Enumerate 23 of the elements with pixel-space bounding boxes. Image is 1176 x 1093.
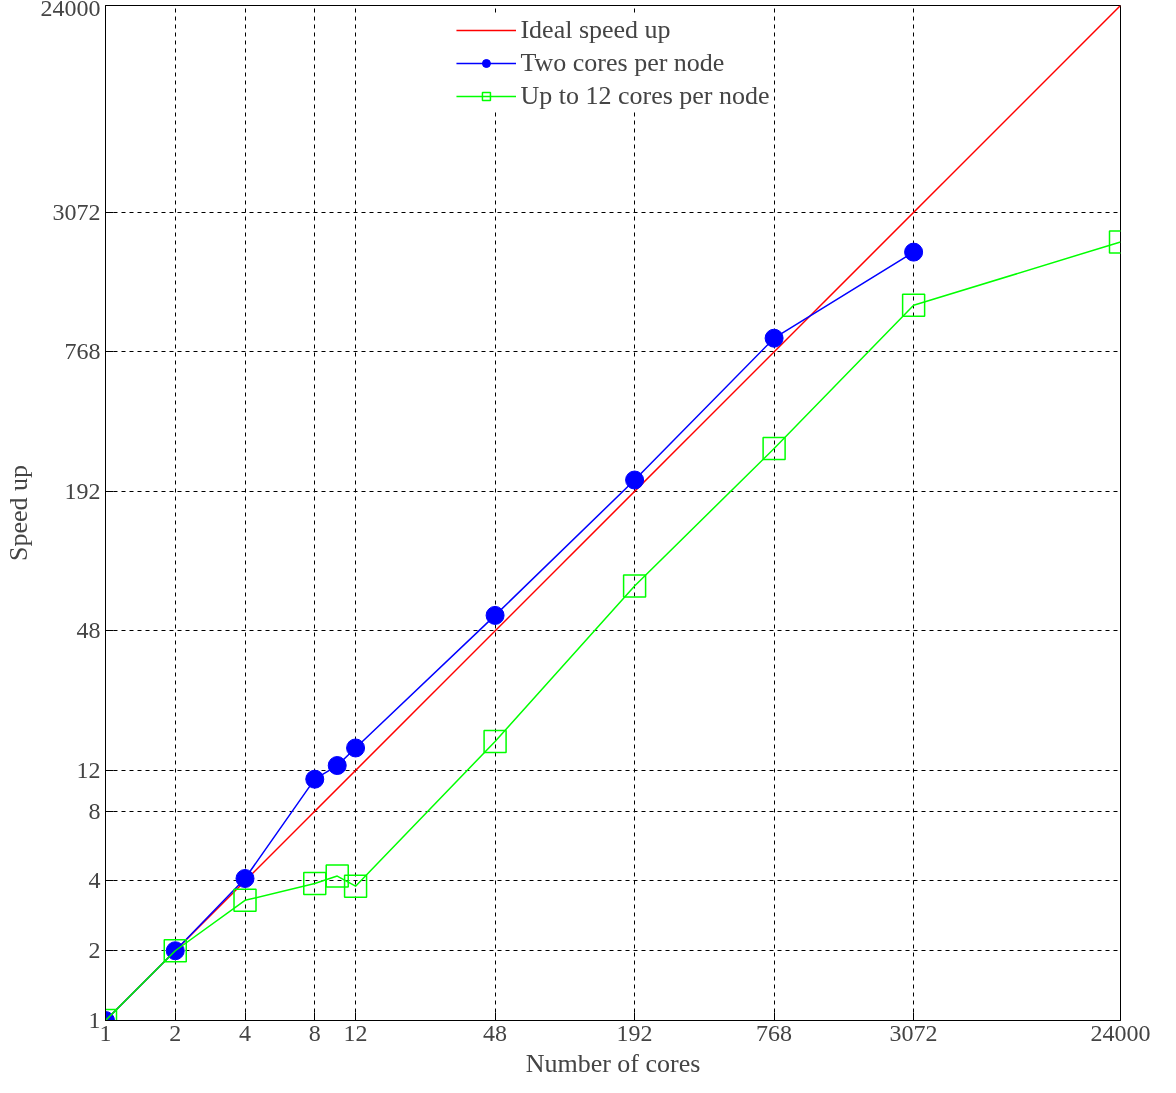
x-tick-label: 8 xyxy=(308,1019,321,1046)
legend-label: Up to 12 cores per node xyxy=(520,81,770,111)
y-tick-label: 3072 xyxy=(52,198,101,225)
y-tick-label: 192 xyxy=(64,477,101,504)
y-tick-label: 4 xyxy=(88,867,101,894)
y-tick-label: 12 xyxy=(76,756,101,783)
x-tick-label: 12 xyxy=(343,1019,368,1046)
y-tick-label: 24000 xyxy=(40,0,101,21)
x-tick-label: 3072 xyxy=(889,1019,938,1046)
x-tick-label: 24000 xyxy=(1090,1019,1151,1046)
y-tick-label: 8 xyxy=(88,797,101,824)
y-tick-label: 2 xyxy=(88,937,101,964)
x-tick-label: 4 xyxy=(239,1019,252,1046)
x-tick-label: 192 xyxy=(616,1019,653,1046)
x-tick-label: 768 xyxy=(756,1019,793,1046)
y-tick-label: 768 xyxy=(64,338,101,365)
y-tick-label: 48 xyxy=(76,617,101,644)
y-axis-title: Speed up xyxy=(3,464,33,562)
x-axis-title: Number of cores xyxy=(525,1048,701,1078)
legend-label: Ideal speed up xyxy=(520,15,671,45)
x-tick-label: 2 xyxy=(169,1019,182,1046)
x-tick-label: 48 xyxy=(483,1019,508,1046)
legend-label: Two cores per node xyxy=(520,48,725,78)
